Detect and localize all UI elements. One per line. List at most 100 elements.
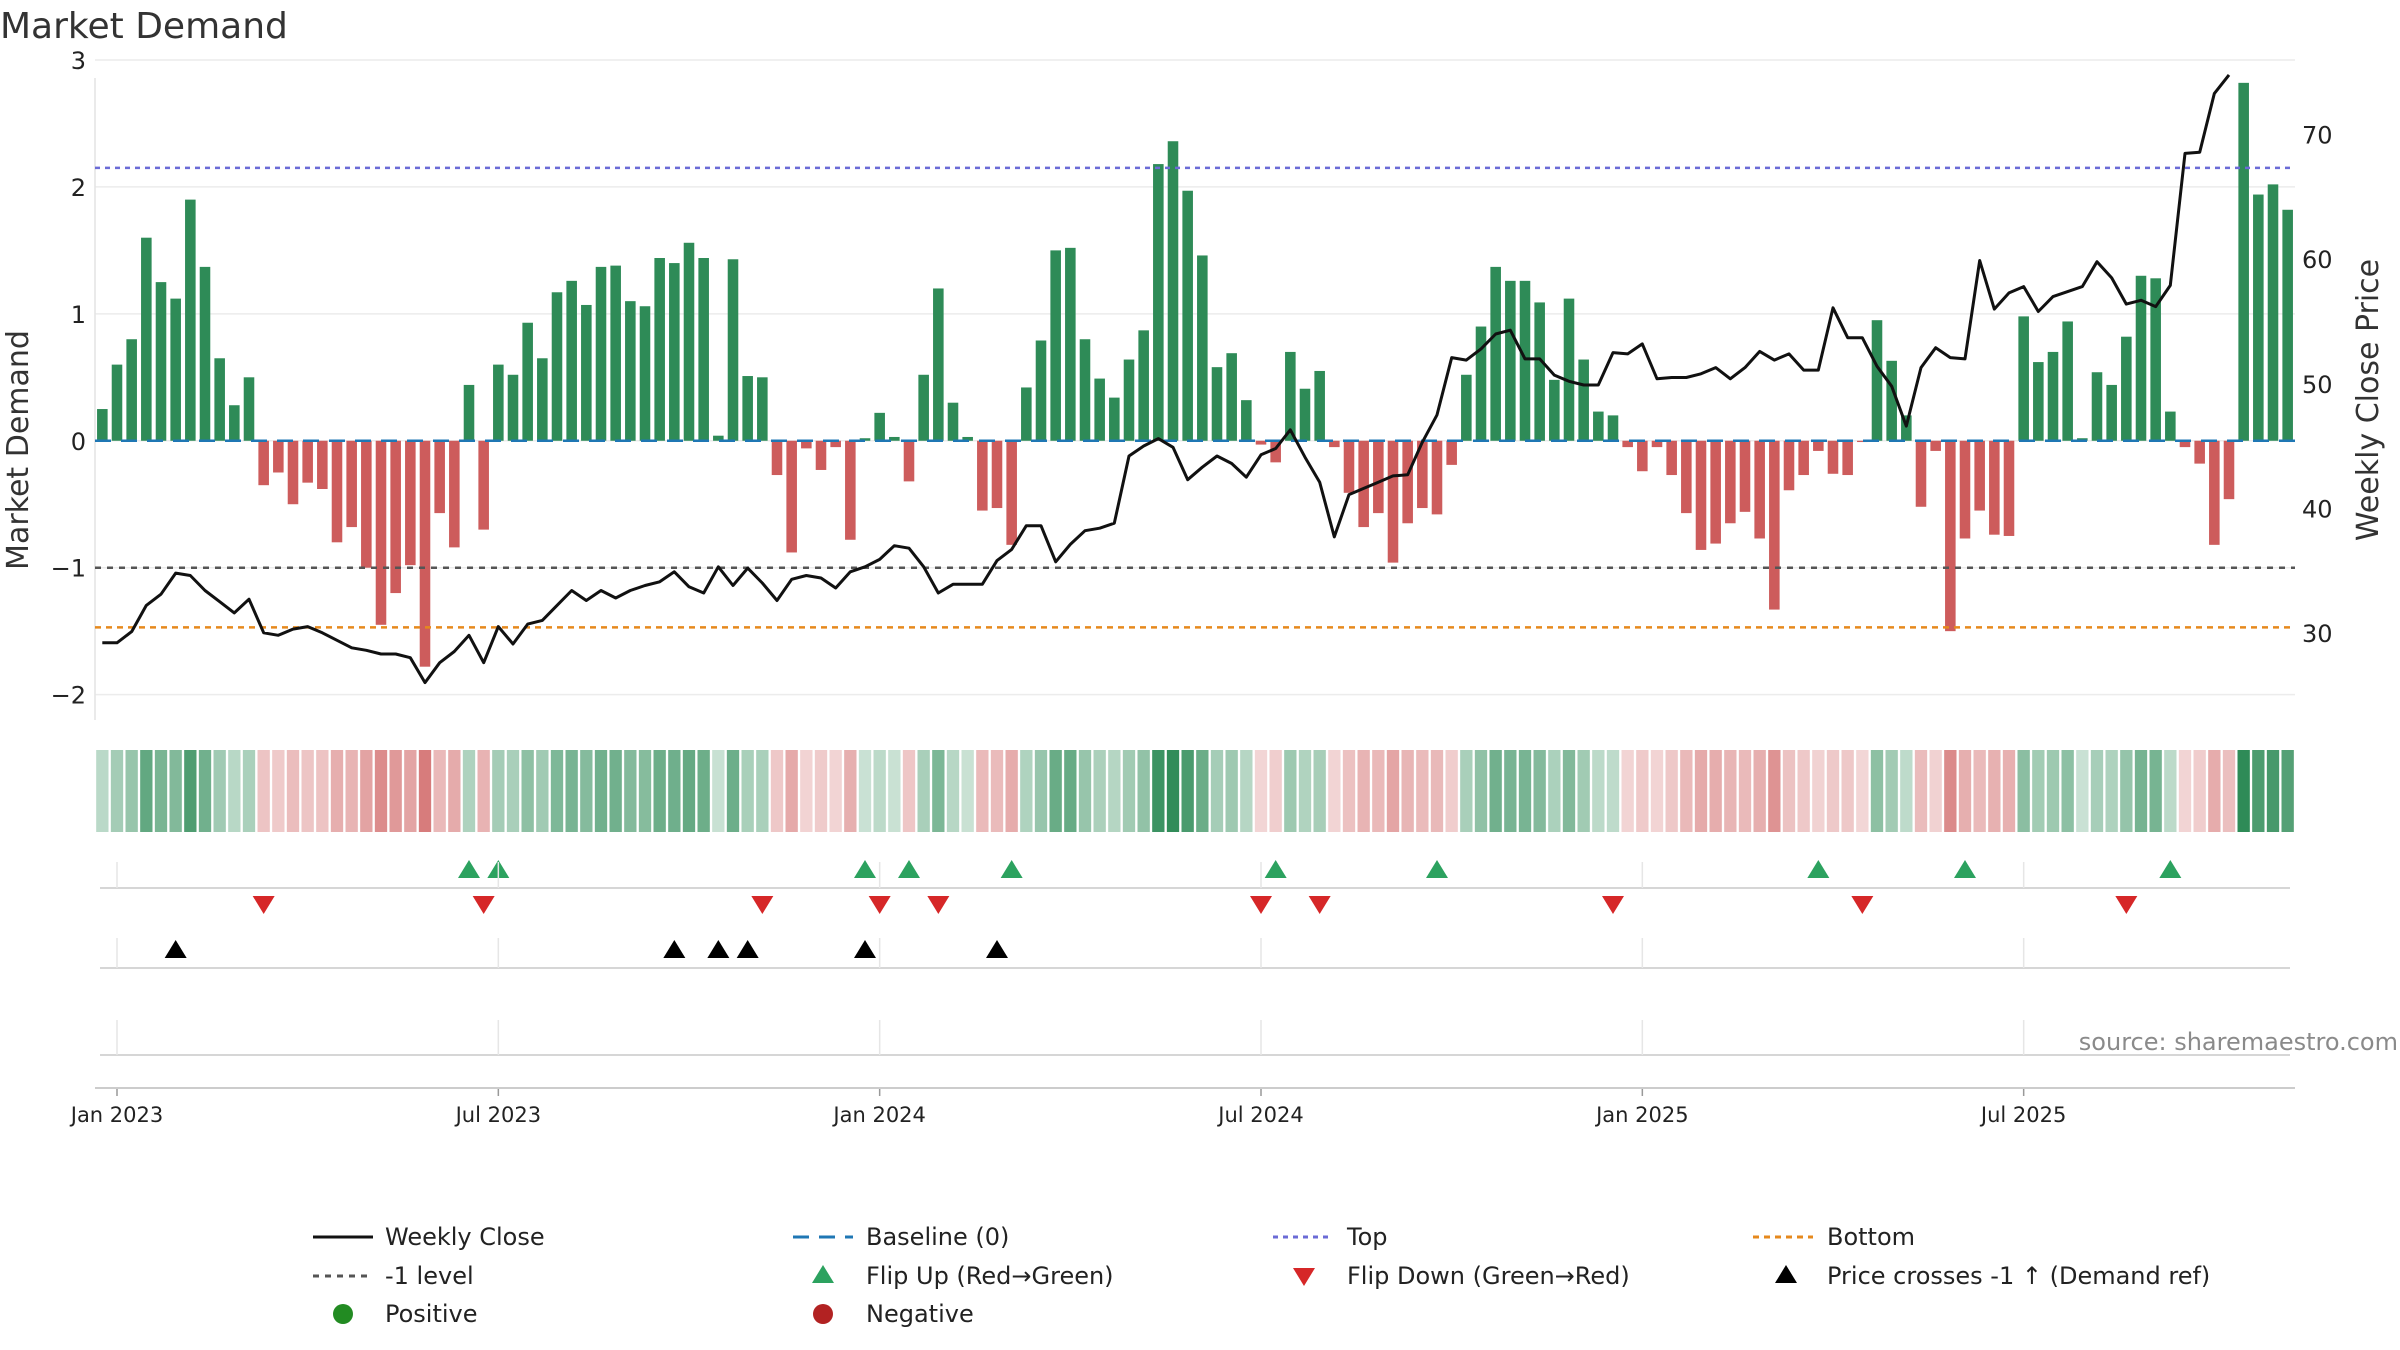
demand-bar bbox=[1373, 440, 1384, 514]
y-axis-label-right: Weekly Close Price bbox=[2351, 259, 2386, 541]
demand-bar bbox=[962, 436, 973, 441]
heat-cell bbox=[1181, 750, 1194, 832]
demand-bar bbox=[1915, 440, 1927, 507]
price-cross-marker bbox=[854, 940, 876, 958]
heat-cell bbox=[2120, 750, 2133, 832]
heat-cell bbox=[2193, 750, 2206, 832]
heat-cell bbox=[169, 750, 182, 832]
demand-bar bbox=[243, 377, 255, 441]
demand-bar bbox=[1886, 360, 1897, 441]
demand-bar bbox=[317, 440, 328, 489]
demand-bar bbox=[801, 440, 812, 449]
demand-bar bbox=[889, 436, 900, 441]
demand-bar bbox=[1974, 440, 1985, 511]
x-tick-label: Jan 2024 bbox=[831, 1103, 926, 1127]
demand-bar bbox=[595, 266, 607, 441]
demand-bar bbox=[1094, 378, 1105, 441]
demand-bar bbox=[493, 364, 504, 441]
demand-bar bbox=[2179, 440, 2191, 448]
heat-cell bbox=[1108, 750, 1121, 832]
heat-cell bbox=[2222, 750, 2236, 832]
heat-cell bbox=[844, 750, 857, 832]
heat-cell bbox=[888, 750, 901, 832]
demand-bar bbox=[1226, 353, 1237, 441]
heat-cell bbox=[506, 750, 520, 832]
demand-bar bbox=[1901, 415, 1912, 441]
demand-heat-strip bbox=[96, 750, 2294, 832]
price-cross-marker bbox=[707, 940, 730, 958]
demand-bar bbox=[449, 440, 460, 548]
heat-cell bbox=[1152, 750, 1165, 832]
flip-down-marker bbox=[2115, 896, 2138, 914]
demand-bar bbox=[1065, 247, 1076, 441]
demand-bar bbox=[1241, 400, 1252, 441]
demand-bar bbox=[991, 440, 1003, 509]
heat-cell bbox=[1284, 750, 1297, 832]
heat-cell bbox=[917, 750, 930, 832]
demand-bar bbox=[126, 339, 137, 441]
legend-item-positive: Positive bbox=[333, 1300, 478, 1328]
demand-bar bbox=[698, 258, 709, 441]
flip-down-marker bbox=[1250, 896, 1272, 914]
heat-cell bbox=[1166, 750, 1180, 832]
weekly-close-line bbox=[102, 73, 2231, 685]
demand-bar bbox=[2106, 384, 2117, 441]
demand-bar bbox=[654, 258, 665, 441]
heat-cell bbox=[712, 750, 725, 832]
heat-cell bbox=[1049, 750, 1062, 832]
heat-cell bbox=[594, 750, 608, 832]
legend-item-price-cross: Price crosses -1 ↑ (Demand ref) bbox=[1775, 1262, 2210, 1290]
heat-cell bbox=[1709, 750, 1722, 832]
heat-cell bbox=[1738, 750, 1752, 832]
demand-bar bbox=[141, 237, 152, 441]
demand-bar bbox=[859, 438, 871, 441]
heat-cell bbox=[448, 750, 461, 832]
heat-cell bbox=[1636, 750, 1649, 832]
demand-bar bbox=[2003, 440, 2015, 536]
demand-bar bbox=[390, 440, 401, 594]
legend-item-negative: Negative bbox=[813, 1300, 974, 1328]
heat-cell bbox=[1460, 750, 1473, 832]
flip-down-marker bbox=[1851, 896, 1874, 914]
heat-cell bbox=[638, 750, 652, 832]
demand-bars bbox=[97, 82, 2293, 667]
flip-down-marker bbox=[1308, 896, 1331, 914]
legend-swatch-price-cross bbox=[1775, 1265, 1797, 1283]
demand-bar bbox=[610, 265, 621, 441]
heat-cell bbox=[1900, 750, 1913, 832]
heat-cell bbox=[1445, 750, 1458, 832]
heat-cell bbox=[462, 750, 476, 832]
demand-bar bbox=[727, 259, 739, 441]
heat-cell bbox=[404, 750, 417, 832]
demand-bar bbox=[1314, 370, 1325, 441]
heat-cell bbox=[1782, 750, 1796, 832]
heat-cell bbox=[1372, 750, 1385, 832]
demand-bar bbox=[669, 263, 680, 441]
demand-bar bbox=[1417, 440, 1428, 509]
demand-bar bbox=[1871, 320, 1883, 441]
heat-cell bbox=[1386, 750, 1400, 832]
legend-label-minus-one: -1 level bbox=[385, 1262, 474, 1290]
demand-bar bbox=[507, 374, 519, 441]
demand-bar bbox=[1299, 388, 1311, 441]
demand-bar bbox=[258, 440, 269, 486]
heat-cell bbox=[1826, 750, 1840, 832]
demand-bar bbox=[1710, 440, 1721, 544]
demand-bar bbox=[1827, 440, 1839, 474]
heat-cell bbox=[301, 750, 314, 832]
demand-bar bbox=[1123, 359, 1135, 441]
demand-bar bbox=[1651, 440, 1663, 448]
heat-cell bbox=[184, 750, 197, 832]
heat-cell bbox=[1210, 750, 1224, 832]
chart-title: Market Demand bbox=[0, 6, 288, 47]
x-tick-label: Jul 2024 bbox=[1216, 1103, 1303, 1127]
demand-bar bbox=[214, 358, 225, 441]
heat-cell bbox=[697, 750, 710, 832]
heat-cell bbox=[1973, 750, 1986, 832]
heat-cell bbox=[2266, 750, 2280, 832]
heat-cell bbox=[2178, 750, 2192, 832]
flip-up-marker bbox=[1264, 860, 1287, 878]
x-tick-label: Jan 2023 bbox=[69, 1103, 164, 1127]
demand-bar bbox=[111, 364, 123, 441]
heat-cell bbox=[96, 750, 109, 832]
